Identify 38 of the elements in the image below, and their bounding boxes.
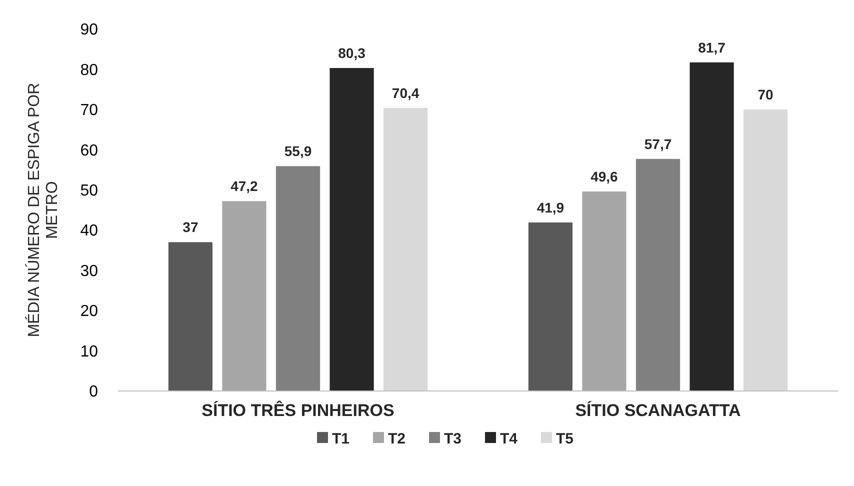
y-axis-title: MÉDIA NÚMERO DE ESPIGA POR METRO xyxy=(25,82,61,338)
bar xyxy=(276,166,320,391)
y-tick-label: 30 xyxy=(80,262,98,280)
data-label: 47,2 xyxy=(230,178,258,194)
bar xyxy=(528,222,572,391)
bar xyxy=(168,242,212,391)
data-label: 57,7 xyxy=(644,136,672,152)
data-label: 55,9 xyxy=(284,143,312,160)
data-label: 70,4 xyxy=(392,84,420,101)
bar xyxy=(384,108,428,391)
y-tick-label: 50 xyxy=(80,182,98,200)
x-tick-label: SÍTIO SCANAGATTA xyxy=(575,400,741,420)
y-tick-label: 60 xyxy=(80,142,98,160)
legend-label: T3 xyxy=(444,430,462,448)
legend-label: T1 xyxy=(332,430,350,448)
x-tick-label: SÍTIO TRÊS PINHEIROS xyxy=(202,400,394,420)
y-tick-label: 0 xyxy=(89,384,98,401)
data-label: 37 xyxy=(182,219,198,236)
legend-label: T2 xyxy=(388,430,406,448)
y-tick-label: 10 xyxy=(80,343,98,360)
data-label: 80,3 xyxy=(338,45,366,62)
data-label: 81,7 xyxy=(698,39,726,56)
y-tick-label: 90 xyxy=(80,22,98,39)
legend-label: T5 xyxy=(556,430,574,448)
y-tick-label: 40 xyxy=(80,222,98,240)
data-label: 70 xyxy=(758,86,774,102)
bar xyxy=(636,158,680,391)
legend-label: T4 xyxy=(500,430,518,448)
y-tick-label: 80 xyxy=(80,62,98,79)
bar xyxy=(744,109,788,391)
y-tick-label: 20 xyxy=(80,303,98,320)
y-tick-label: 70 xyxy=(80,102,98,120)
data-label: 41,9 xyxy=(536,199,564,216)
bar xyxy=(222,201,266,391)
bar xyxy=(330,68,374,391)
bar xyxy=(690,62,734,391)
data-label: 49,6 xyxy=(590,168,618,184)
bar xyxy=(582,192,626,391)
